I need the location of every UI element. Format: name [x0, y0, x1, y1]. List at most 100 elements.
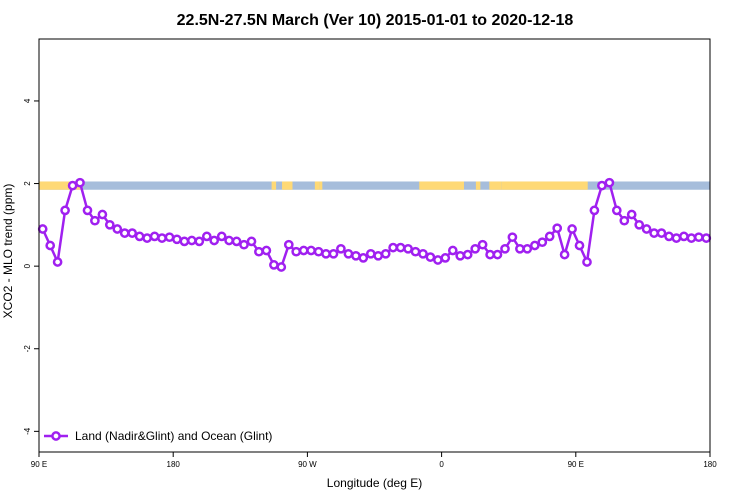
data-point — [552, 223, 563, 234]
ocean-band — [39, 181, 710, 190]
data-point — [440, 253, 451, 263]
data-point — [90, 215, 100, 226]
data-point — [321, 248, 331, 259]
data-point — [462, 249, 473, 260]
data-point — [157, 233, 167, 243]
data-point — [179, 236, 190, 247]
land-segment — [282, 181, 293, 190]
data-point — [60, 205, 70, 216]
data-point — [254, 246, 264, 257]
data-point — [283, 239, 294, 250]
data-point — [186, 235, 197, 246]
data-point — [127, 228, 138, 238]
data-point — [239, 239, 249, 250]
data-point — [656, 228, 667, 238]
land-segment — [501, 181, 588, 190]
data-point — [604, 177, 615, 188]
x-tick-label: 90 W — [298, 460, 317, 469]
data-point — [142, 233, 152, 243]
data-point — [470, 243, 481, 254]
land-segment — [319, 181, 323, 190]
land-segment — [419, 181, 464, 190]
data-point — [172, 234, 182, 245]
data-point — [611, 205, 622, 216]
data-point — [37, 224, 48, 234]
data-point — [589, 205, 600, 216]
x-tick-label: 180 — [703, 460, 717, 469]
chart-title: 22.5N-27.5N March (Ver 10) 2015-01-01 to… — [177, 12, 574, 29]
data-point — [537, 237, 548, 248]
data-point — [201, 231, 212, 242]
data-point — [298, 245, 309, 256]
data-point — [447, 245, 458, 256]
data-point — [507, 232, 518, 243]
y-tick-label: 2 — [23, 181, 32, 186]
data-point — [373, 250, 384, 261]
data-point — [380, 248, 391, 259]
data-point — [134, 231, 145, 242]
data-point — [164, 232, 175, 243]
data-point — [276, 262, 287, 272]
data-point — [343, 248, 354, 259]
data-point — [291, 246, 302, 257]
series-layer — [37, 177, 712, 272]
data-point — [641, 224, 652, 234]
data-point — [671, 233, 682, 243]
data-point — [522, 243, 533, 254]
land-segment — [475, 181, 481, 190]
x-tick-label: 0 — [439, 460, 444, 469]
data-point — [388, 242, 398, 253]
y-tick-label: -4 — [23, 427, 32, 435]
data-point — [477, 239, 488, 250]
y-tick-label: 0 — [23, 263, 32, 268]
data-point — [261, 245, 272, 256]
data-point — [515, 243, 525, 254]
y-axis-label: XCO2 - MLO trend (ppm) — [1, 184, 15, 319]
data-point — [231, 236, 242, 247]
data-point — [75, 177, 85, 188]
data-point — [544, 231, 555, 242]
data-point — [597, 180, 607, 191]
data-point — [418, 248, 428, 259]
data-point — [216, 231, 227, 242]
data-point — [365, 248, 376, 259]
data-point — [619, 215, 630, 226]
data-point — [351, 250, 361, 261]
data-point — [358, 253, 369, 263]
data-point — [693, 232, 704, 243]
data-point — [626, 209, 637, 220]
x-axis: 90 E 180 90 W 0 90 E 180 — [31, 452, 717, 469]
data-point — [149, 231, 160, 242]
data-point — [119, 228, 130, 238]
data-point — [679, 231, 689, 242]
data-point — [269, 260, 279, 270]
data-point — [224, 235, 234, 246]
data-point — [455, 250, 466, 261]
data-point — [67, 180, 78, 191]
data-point — [313, 246, 324, 257]
data-point — [529, 240, 540, 251]
x-tick-label: 180 — [167, 460, 181, 469]
data-point — [104, 219, 115, 230]
data-point — [686, 233, 697, 243]
legend-label: Land (Nadir&Glint) and Ocean (Glint) — [75, 429, 272, 443]
data-point — [500, 243, 510, 254]
data-point — [485, 249, 495, 260]
data-point — [559, 249, 570, 260]
data-point — [52, 257, 63, 267]
plot-frame — [38, 38, 711, 453]
data-point — [567, 224, 577, 234]
land-segment — [39, 181, 81, 190]
y-tick-label: -2 — [23, 345, 32, 353]
land-segment — [489, 181, 502, 190]
data-point — [246, 236, 257, 247]
data-point — [410, 246, 421, 257]
data-point — [209, 235, 220, 246]
data-point — [336, 243, 346, 254]
land-segment — [271, 181, 277, 190]
data-point — [82, 205, 93, 216]
data-point — [194, 236, 205, 247]
data-point — [664, 231, 674, 242]
y-axis: -4 -2 0 2 4 — [23, 98, 39, 435]
